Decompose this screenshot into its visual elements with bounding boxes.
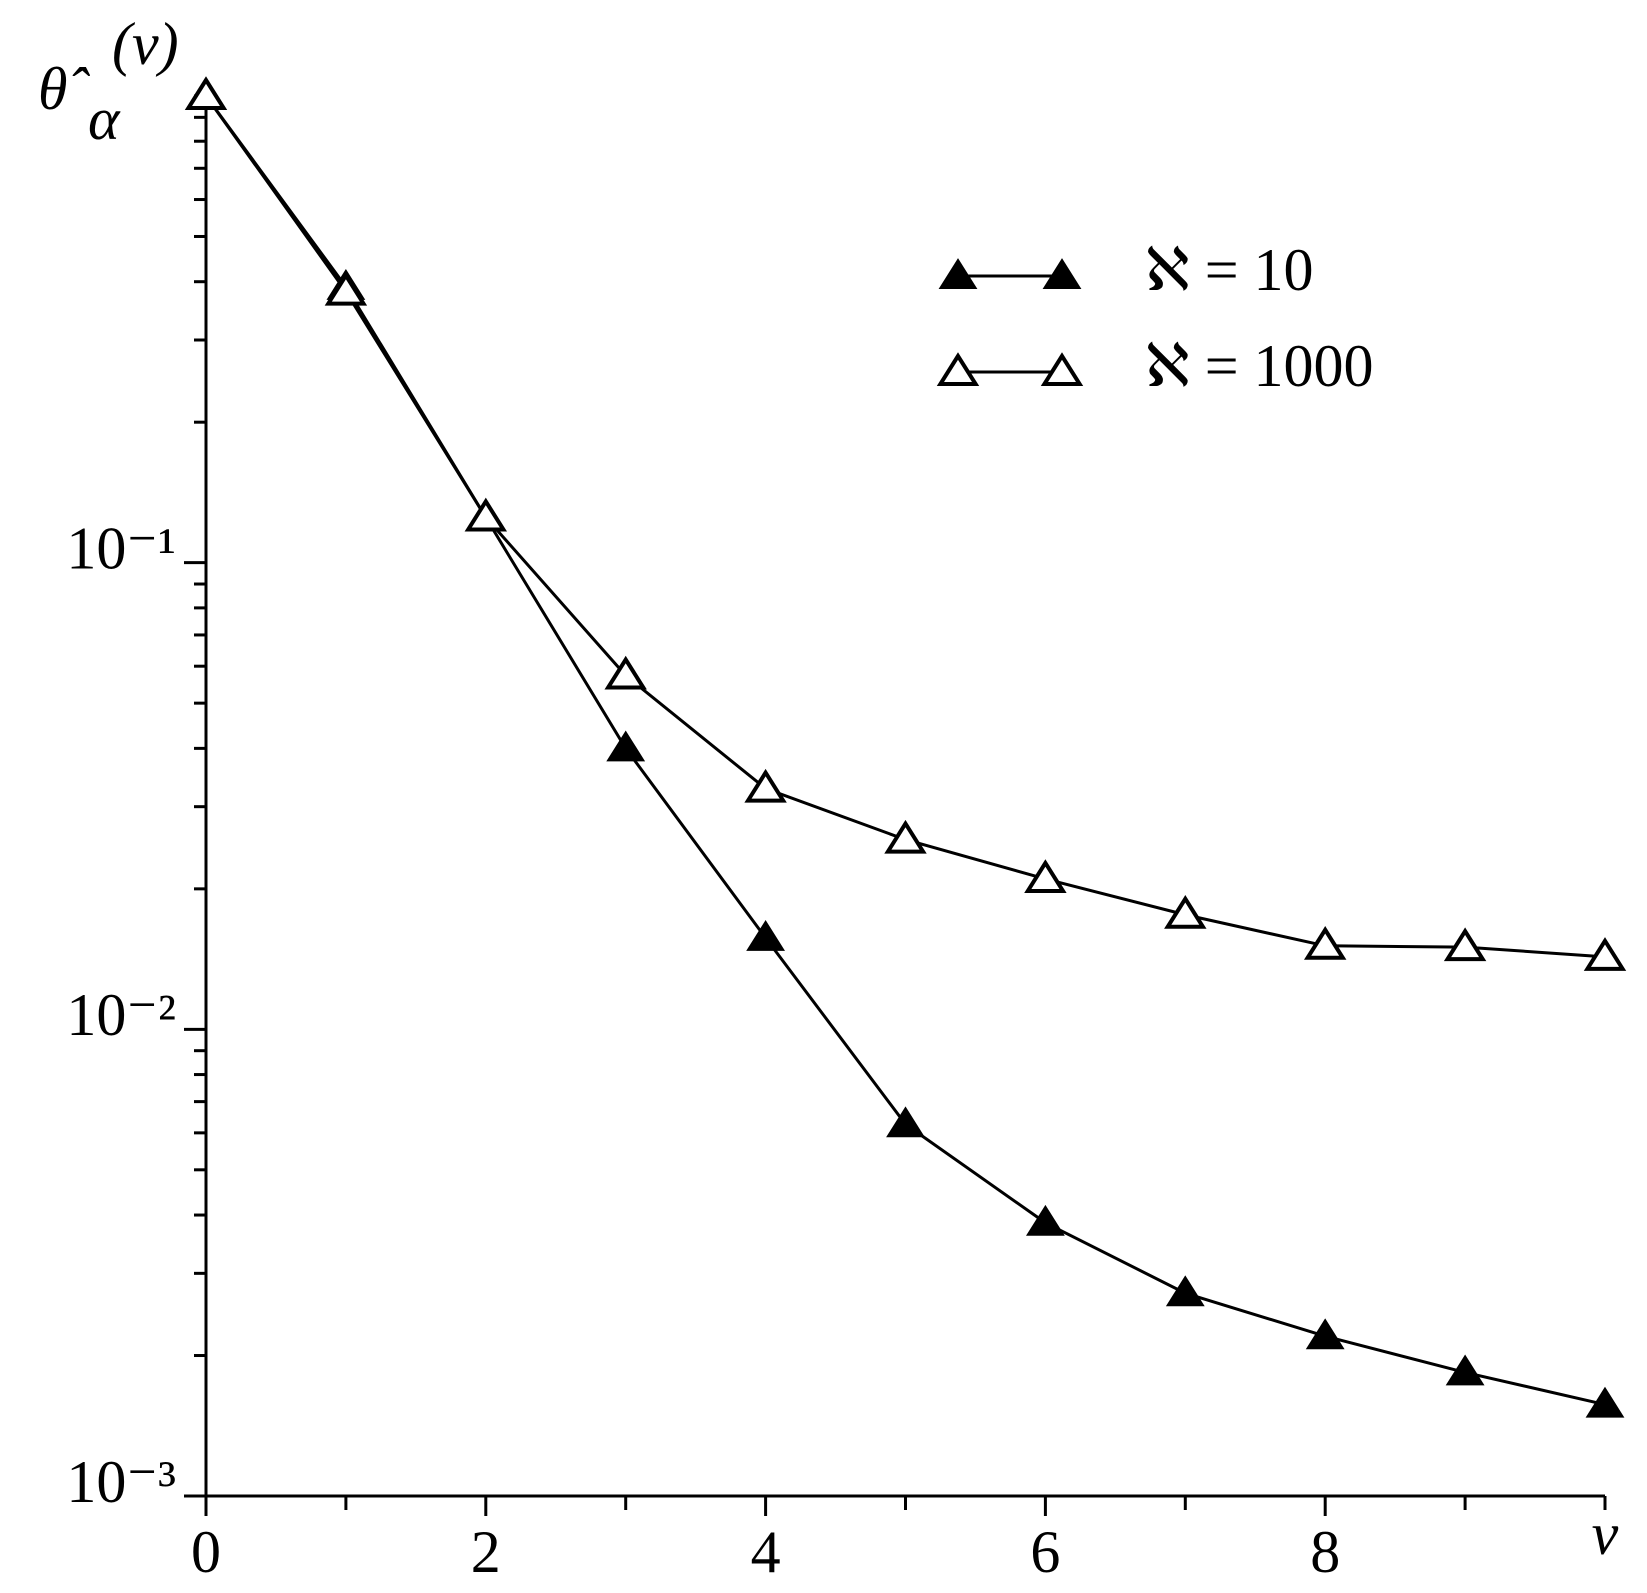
marker (744, 768, 787, 803)
marker (1165, 1275, 1205, 1307)
marker (886, 1106, 925, 1138)
marker (1024, 859, 1067, 893)
x-tick-label: 4 (751, 1519, 781, 1585)
marker (606, 730, 646, 762)
marker (1443, 927, 1487, 962)
marker (1303, 926, 1347, 960)
marker (1164, 895, 1207, 929)
legend-marker (1042, 258, 1082, 289)
series-line (204, 95, 1606, 1407)
marker (184, 76, 228, 110)
marker (1305, 1318, 1345, 1350)
marker (464, 497, 508, 532)
marker (604, 655, 647, 690)
marker (324, 271, 368, 306)
x-tick-label: 6 (1030, 1519, 1060, 1585)
x-axis-label: ν (1592, 1501, 1619, 1567)
marker (884, 819, 927, 854)
legend-marker (936, 352, 980, 386)
y-tick-label: 10⁻² (66, 982, 176, 1048)
legend-marker (938, 258, 978, 289)
x-tick-label: 0 (191, 1519, 221, 1585)
legend-label: ℵ = 1000 (1145, 333, 1374, 399)
marker (746, 920, 786, 951)
marker (1445, 1354, 1485, 1386)
y-axis-label: θ̂ (38, 56, 90, 122)
legend-marker (1040, 352, 1084, 386)
marker (1025, 1204, 1065, 1236)
marker (1585, 1386, 1625, 1418)
y-tick-label: 10⁻³ (66, 1449, 176, 1515)
y-axis-label-sub: α (88, 86, 121, 152)
marker (1583, 937, 1627, 971)
x-tick-label: 2 (471, 1519, 501, 1585)
y-tick-label: 10⁻¹ (66, 515, 176, 581)
legend-label: ℵ = 10 (1145, 237, 1314, 303)
y-axis-label-sup: (ν) (112, 11, 179, 77)
x-tick-label: 8 (1310, 1519, 1340, 1585)
